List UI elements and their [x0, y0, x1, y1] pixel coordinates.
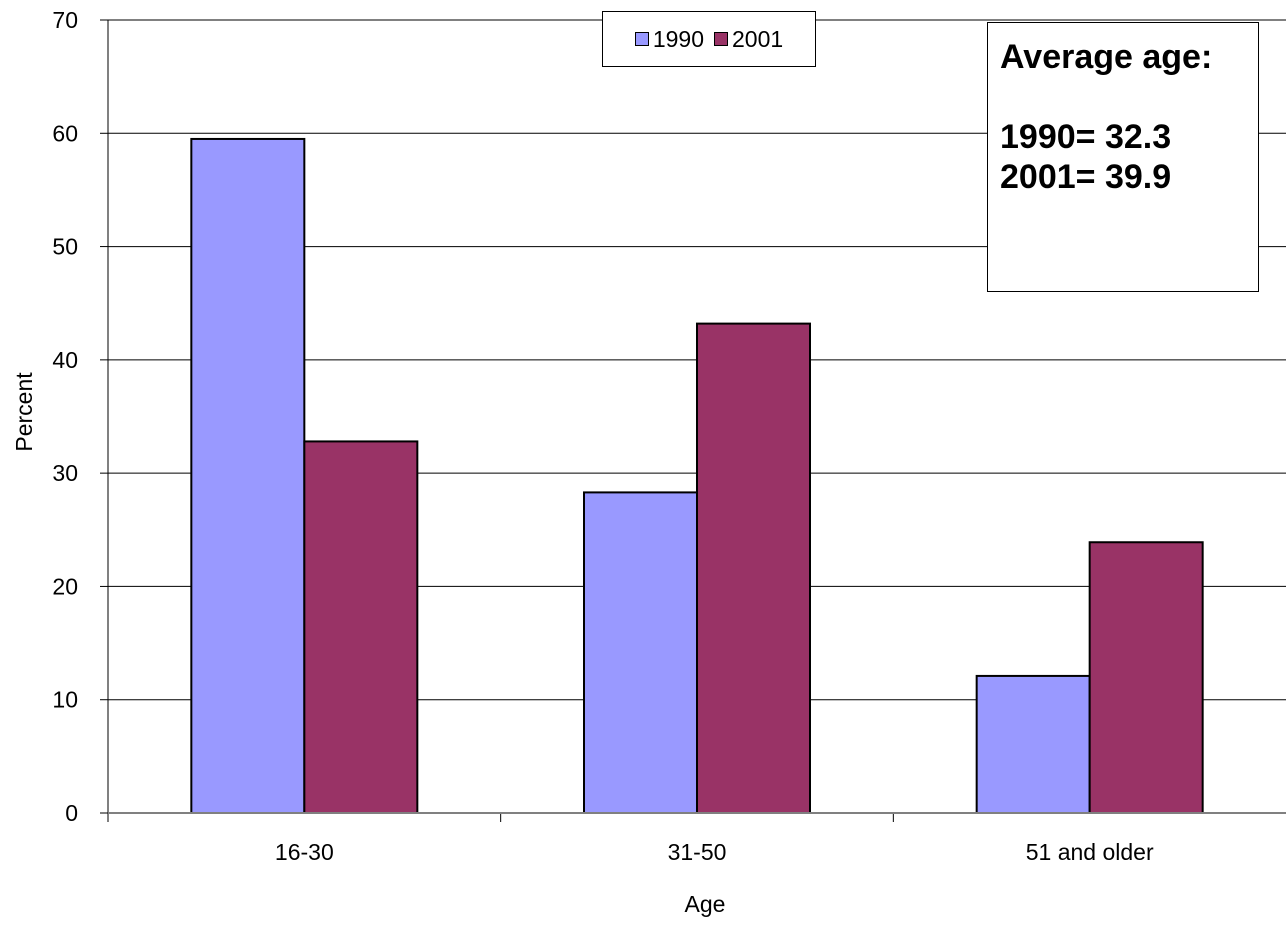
bar-1990-31-50	[583, 491, 698, 814]
y-tick-labels: 0 10 20 30 40 50 60 70	[52, 7, 78, 826]
legend-swatch-2001	[714, 32, 728, 46]
x-tick-label-31-50: 31-50	[668, 839, 727, 865]
average-age-box: Average age: 1990= 32.3 2001= 39.9	[987, 22, 1259, 292]
y-tick-label-50: 50	[52, 234, 78, 260]
legend-label-1990: 1990	[652, 25, 704, 52]
annotation-heading: Average age:	[1000, 38, 1213, 76]
bar-2001-51-and-older	[1088, 541, 1204, 814]
y-tick-label-70: 70	[52, 7, 78, 33]
legend-item-1990: 1990	[634, 25, 704, 53]
bar-1990-51-and-older	[975, 674, 1091, 814]
annotation-line-1990: 1990= 32.3	[1000, 118, 1172, 156]
axes	[100, 19, 1286, 822]
bar-2001-31-50	[696, 322, 811, 814]
annotation-spacer	[1000, 77, 1258, 117]
y-tick-label-0: 0	[65, 800, 78, 826]
legend-label-2001: 2001	[732, 25, 784, 52]
y-tick-label-10: 10	[52, 687, 78, 713]
annotation-line-2001: 2001= 39.9	[1000, 158, 1172, 196]
x-axis-label: Age	[685, 891, 726, 917]
y-tick-label-30: 30	[52, 460, 78, 486]
x-tick-label-16-30: 16-30	[275, 839, 334, 865]
legend-swatch-1990	[634, 32, 649, 46]
bar-1990-16-30	[190, 137, 306, 814]
x-tick-label-51-and-older: 51 and older	[1026, 839, 1154, 865]
y-tick-label-60: 60	[52, 120, 78, 146]
bars	[190, 137, 1204, 814]
legend-item-2001: 2001	[714, 26, 783, 53]
y-tick-label-40: 40	[52, 347, 78, 373]
y-tick-label-20: 20	[52, 573, 78, 599]
legend: 1990 2001	[602, 11, 816, 67]
bar-2001-16-30	[303, 440, 419, 814]
y-axis-label: Percent	[11, 372, 37, 452]
x-tick-labels: 16-30 31-50 51 and older	[275, 839, 1154, 865]
